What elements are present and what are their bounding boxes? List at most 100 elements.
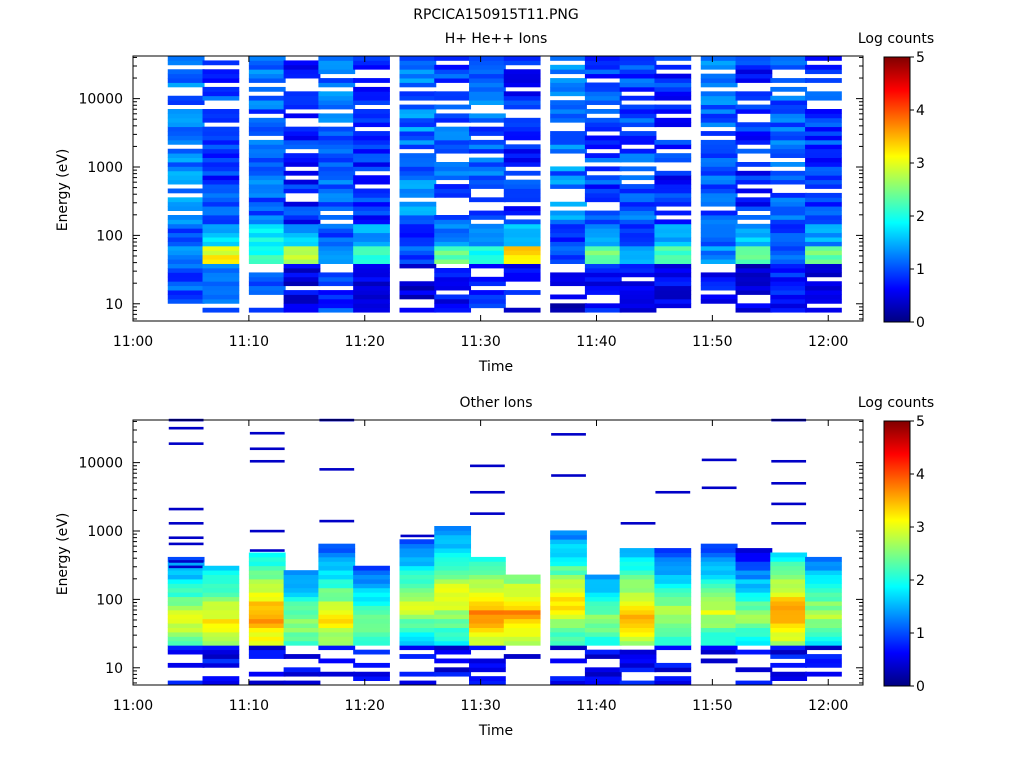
heatmap-cell [700, 104, 738, 110]
heatmap-cell [434, 144, 472, 150]
heatmap-cell [735, 104, 773, 110]
heatmap-cell [550, 640, 587, 646]
heatmap-cell [735, 632, 773, 637]
heatmap-cell [619, 64, 657, 70]
heatmap-cell [318, 596, 356, 602]
heatmap-cell [283, 298, 321, 304]
heatmap-cell [167, 592, 205, 598]
heatmap-cell [503, 232, 541, 238]
heatmap-cell [584, 179, 622, 185]
heatmap-cell [248, 104, 286, 110]
heatmap-cell [434, 215, 472, 220]
heatmap-cell [654, 579, 692, 584]
heatmap-cell [735, 197, 773, 203]
heatmap-cell [654, 618, 692, 624]
heatmap-cell [654, 245, 692, 251]
heatmap-cell [399, 254, 437, 260]
heatmap-cell [550, 680, 587, 686]
heatmap-cell [202, 579, 240, 584]
heatmap-cell [550, 184, 587, 189]
heatmap-cell [399, 632, 437, 637]
heatmap-cell [318, 556, 356, 562]
heatmap-cell [434, 587, 472, 593]
heatmap-cell [353, 122, 390, 128]
heatmap-cell [735, 290, 773, 295]
heatmap-cell [399, 223, 437, 229]
heatmap-cell [654, 153, 692, 158]
heatmap-cell [770, 60, 808, 66]
heatmap-cell [654, 175, 692, 181]
heatmap-cell [318, 69, 356, 75]
heatmap-cell [469, 82, 506, 88]
heatmap-cell [283, 680, 321, 686]
heatmap-cell [167, 596, 205, 602]
heatmap-cell [318, 179, 356, 185]
x-tick-label: 11:50 [692, 334, 732, 350]
heatmap-cell [248, 139, 286, 145]
heatmap-cell [503, 290, 541, 295]
heatmap-cell [584, 623, 622, 628]
heatmap-cell [353, 268, 390, 273]
heatmap-cell [619, 201, 657, 207]
heatmap-cell [469, 658, 506, 664]
heatmap-cell [770, 210, 808, 216]
heatmap-cell [399, 543, 437, 549]
heatmap-cell [805, 219, 842, 225]
heatmap-cell [770, 113, 808, 119]
heatmap-cell [619, 649, 657, 655]
heatmap-cell [353, 219, 390, 225]
heatmap-cell [700, 645, 738, 651]
heatmap-cell [353, 60, 390, 66]
heatmap-cell [353, 276, 390, 282]
heatmap-cell [735, 565, 773, 571]
heatmap-cell [584, 109, 622, 114]
heatmap-cell [202, 78, 240, 83]
heatmap-cell [318, 579, 356, 584]
heatmap-cell [353, 570, 390, 575]
heatmap-cell [770, 272, 808, 278]
heatmap-cell [167, 188, 205, 194]
heatmap-cell [353, 78, 390, 83]
heatmap-cell [503, 170, 541, 176]
heatmap-cell [167, 157, 205, 163]
sparse-count-mark [771, 502, 807, 506]
heatmap-cell [770, 645, 808, 651]
heatmap-cell [469, 250, 506, 256]
heatmap-cell [353, 237, 390, 242]
heatmap-cell [248, 56, 286, 61]
heatmap-cell [202, 117, 240, 123]
heatmap-cell [805, 574, 842, 580]
heatmap-cell [584, 579, 622, 584]
heatmap-cell [619, 166, 657, 172]
heatmap-cell [399, 623, 437, 628]
heatmap-cell [167, 640, 205, 646]
top-heatmap [167, 56, 842, 313]
heatmap-cell [619, 210, 657, 216]
heatmap-cell [503, 179, 541, 185]
heatmap-cell [550, 113, 587, 119]
heatmap-cell [202, 640, 240, 646]
heatmap-cell [283, 170, 321, 176]
y-tick-label: 10 [105, 661, 123, 677]
heatmap-cell [434, 254, 472, 260]
heatmap-cell [619, 113, 657, 119]
heatmap-cell [550, 632, 587, 637]
heatmap-cell [550, 215, 587, 220]
heatmap-cell [805, 632, 842, 637]
heatmap-cell [550, 170, 587, 176]
heatmap-cell [318, 259, 356, 264]
heatmap-cell [619, 636, 657, 642]
heatmap-cell [469, 627, 506, 633]
heatmap-cell [735, 548, 773, 553]
heatmap-cell [503, 219, 541, 225]
heatmap-cell [735, 649, 773, 655]
heatmap-cell [770, 201, 808, 207]
top-panel: H+ He++ Ions 11:00 11:10 11:20 11:30 11:40 11… [55, 31, 934, 375]
heatmap-cell [469, 64, 506, 70]
heatmap-cell [550, 109, 587, 114]
heatmap-cell [399, 175, 437, 181]
heatmap-cell [584, 184, 622, 189]
heatmap-cell [735, 596, 773, 602]
y-tick-label: 1000 [87, 160, 123, 176]
heatmap-cell [805, 201, 842, 207]
